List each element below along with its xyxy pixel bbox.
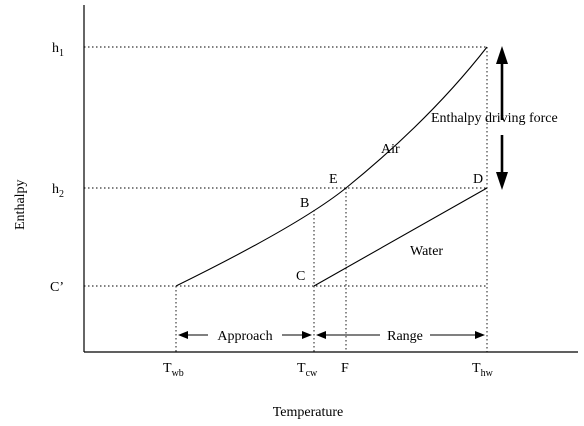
point-e-label: E [329,172,338,187]
x-axis-title: Temperature [273,405,344,420]
thw-label: Thw [472,361,494,379]
water-label: Water [410,244,443,259]
range-left-arrowhead [316,331,326,339]
point-d-label: D [473,172,483,187]
driving-force-label: Enthalpy driving force [431,111,558,126]
c-prime-label: C’ [50,280,64,295]
driving-force-down-arrowhead [496,172,508,190]
air-curve [175,46,488,287]
approach-left-arrowhead [178,331,188,339]
point-b-label: B [300,196,309,211]
approach-label: Approach [217,329,272,344]
y-axis-title: Enthalpy [13,179,28,230]
tcw-label: Tcw [297,361,318,379]
air-label: Air [381,142,400,157]
approach-right-arrowhead [302,331,312,339]
h1-label: h1 [52,41,64,59]
range-label: Range [387,329,423,344]
range-right-arrowhead [475,331,485,339]
point-c-label: C [296,269,305,284]
twb-label: Twb [163,361,184,379]
f-label: F [341,361,349,376]
water-line [313,187,488,287]
driving-force-up-arrowhead [496,46,508,64]
h2-label: h2 [52,182,64,200]
